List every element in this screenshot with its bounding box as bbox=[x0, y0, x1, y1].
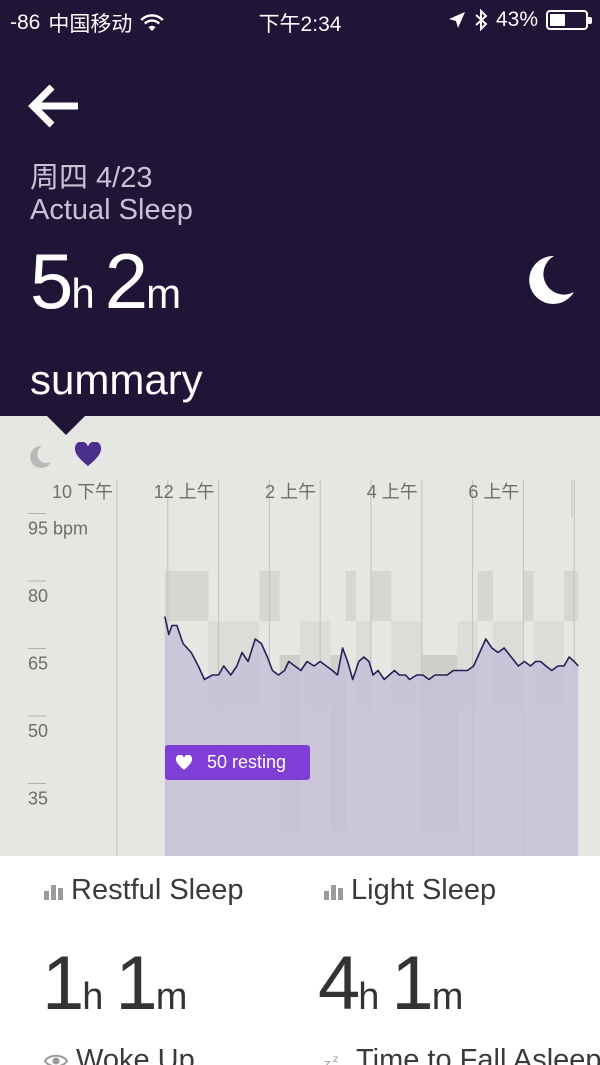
stat-hours-unit: h bbox=[82, 976, 104, 1018]
carrier-name: 中国移动 bbox=[48, 13, 133, 36]
battery-percent: 43% bbox=[495, 8, 538, 31]
stat-label-text: Restful Sleep bbox=[71, 874, 244, 906]
x-tick-label: 2 上午 bbox=[265, 482, 316, 502]
back-arrow-icon[interactable] bbox=[28, 82, 84, 130]
stat-label: Woke Up bbox=[44, 1044, 195, 1065]
tab-pointer bbox=[46, 415, 86, 435]
y-tick-label: 95 bpm bbox=[28, 519, 88, 539]
resting-heart-rate-badge: 50 resting bbox=[165, 745, 310, 780]
stat-label: Light Sleep bbox=[324, 874, 496, 907]
stat-label-text: Time to Fall Asleep bbox=[356, 1044, 600, 1065]
sleep-band-awake bbox=[164, 571, 209, 621]
stat-hours: 4 bbox=[318, 941, 360, 1026]
stat-minutes-unit: m bbox=[155, 976, 188, 1018]
sleep-band-awake bbox=[523, 571, 534, 621]
header: -86 中国移动 下午2:34 43% 周四 4/23 bbox=[0, 0, 600, 416]
sleep-band-awake bbox=[371, 571, 392, 621]
heart-rate-line bbox=[164, 616, 579, 681]
bar-chart-icon bbox=[324, 882, 343, 900]
x-tick-label: 12 上午 bbox=[154, 482, 215, 502]
x-tick-label: 10 下午 bbox=[52, 482, 113, 502]
wifi-icon bbox=[140, 14, 165, 31]
duration-minutes: 2 bbox=[104, 237, 148, 325]
stat-woke-up[interactable]: Woke Up bbox=[44, 1044, 195, 1065]
stat-label: Restful Sleep bbox=[44, 874, 244, 907]
sleep-toggle-moon-icon[interactable] bbox=[28, 444, 52, 468]
bluetooth-icon bbox=[475, 9, 488, 31]
bar-chart-icon bbox=[44, 882, 63, 900]
y-tick-label: 35 bbox=[28, 789, 48, 809]
eye-icon bbox=[44, 1054, 68, 1065]
battery-level bbox=[550, 14, 565, 26]
svg-text:z: z bbox=[324, 1057, 330, 1065]
location-arrow-icon bbox=[448, 12, 465, 28]
sleep-duration: 5h 2m bbox=[30, 236, 191, 327]
duration-hours: 5 bbox=[30, 237, 73, 325]
date-label: 周四 4/23 bbox=[30, 162, 153, 194]
heart-rate-chart: 10 下午 12 上午 2 上午 4 上午 6 上午 95 bpm 80 65 50 35 50 … bbox=[0, 416, 600, 856]
stat-label: z z Time to Fall Asleep bbox=[324, 1044, 600, 1065]
stat-value: 4h 1m bbox=[318, 940, 475, 1027]
stat-minutes-unit: m bbox=[431, 976, 464, 1018]
duration-hours-unit: h bbox=[71, 270, 95, 317]
y-tick-label: 50 bbox=[28, 721, 48, 741]
x-tick-label: 4 上午 bbox=[367, 482, 418, 502]
chart-canvas: 10 下午 12 上午 2 上午 4 上午 6 上午 95 bpm 80 65 50 35 bbox=[28, 480, 579, 856]
heart-icon bbox=[175, 754, 193, 770]
zzz-icon: z z bbox=[324, 1054, 338, 1065]
status-left: -86 中国移动 bbox=[10, 8, 165, 38]
sleep-type-label: Actual Sleep bbox=[30, 194, 193, 226]
battery-tip bbox=[588, 17, 592, 24]
stat-minutes: 1 bbox=[115, 941, 157, 1026]
stat-minutes: 1 bbox=[391, 941, 433, 1026]
section-title: summary bbox=[30, 356, 203, 403]
duration-minutes-unit: m bbox=[146, 270, 182, 317]
moon-icon bbox=[529, 255, 574, 304]
stat-restful-sleep[interactable]: Restful Sleep 1h 1m bbox=[42, 874, 244, 1026]
sleep-band-awake bbox=[564, 571, 579, 621]
heart-rate-toggle-heart-icon[interactable] bbox=[74, 442, 102, 468]
y-tick-label: 65 bbox=[28, 654, 48, 674]
x-tick-label: 6 上午 bbox=[468, 482, 519, 502]
status-bar: -86 中国移动 下午2:34 43% bbox=[0, 0, 600, 40]
stat-time-to-fall-asleep[interactable]: z z Time to Fall Asleep bbox=[324, 1044, 600, 1065]
stat-hours: 1 bbox=[42, 941, 84, 1026]
stat-label-text: Woke Up bbox=[76, 1044, 195, 1065]
stat-hours-unit: h bbox=[358, 976, 380, 1018]
y-tick-label: 80 bbox=[28, 586, 48, 606]
heart-rate-area bbox=[164, 616, 579, 856]
stat-light-sleep[interactable]: Light Sleep 4h 1m bbox=[318, 874, 496, 1026]
svg-text:z: z bbox=[333, 1054, 338, 1065]
sleep-band-awake bbox=[345, 571, 356, 621]
stat-value: 1h 1m bbox=[42, 940, 199, 1027]
resting-label: 50 resting bbox=[207, 752, 287, 772]
battery-icon bbox=[546, 10, 592, 30]
signal-strength: -86 bbox=[10, 11, 41, 34]
status-right: 43% bbox=[448, 8, 592, 32]
sleep-stats: Restful Sleep 1h 1m Light Sleep 4h 1m Woke… bbox=[0, 856, 600, 1065]
status-time: 下午2:34 bbox=[258, 13, 342, 36]
stat-label-text: Light Sleep bbox=[351, 874, 497, 906]
sleep-band-awake bbox=[477, 571, 493, 621]
